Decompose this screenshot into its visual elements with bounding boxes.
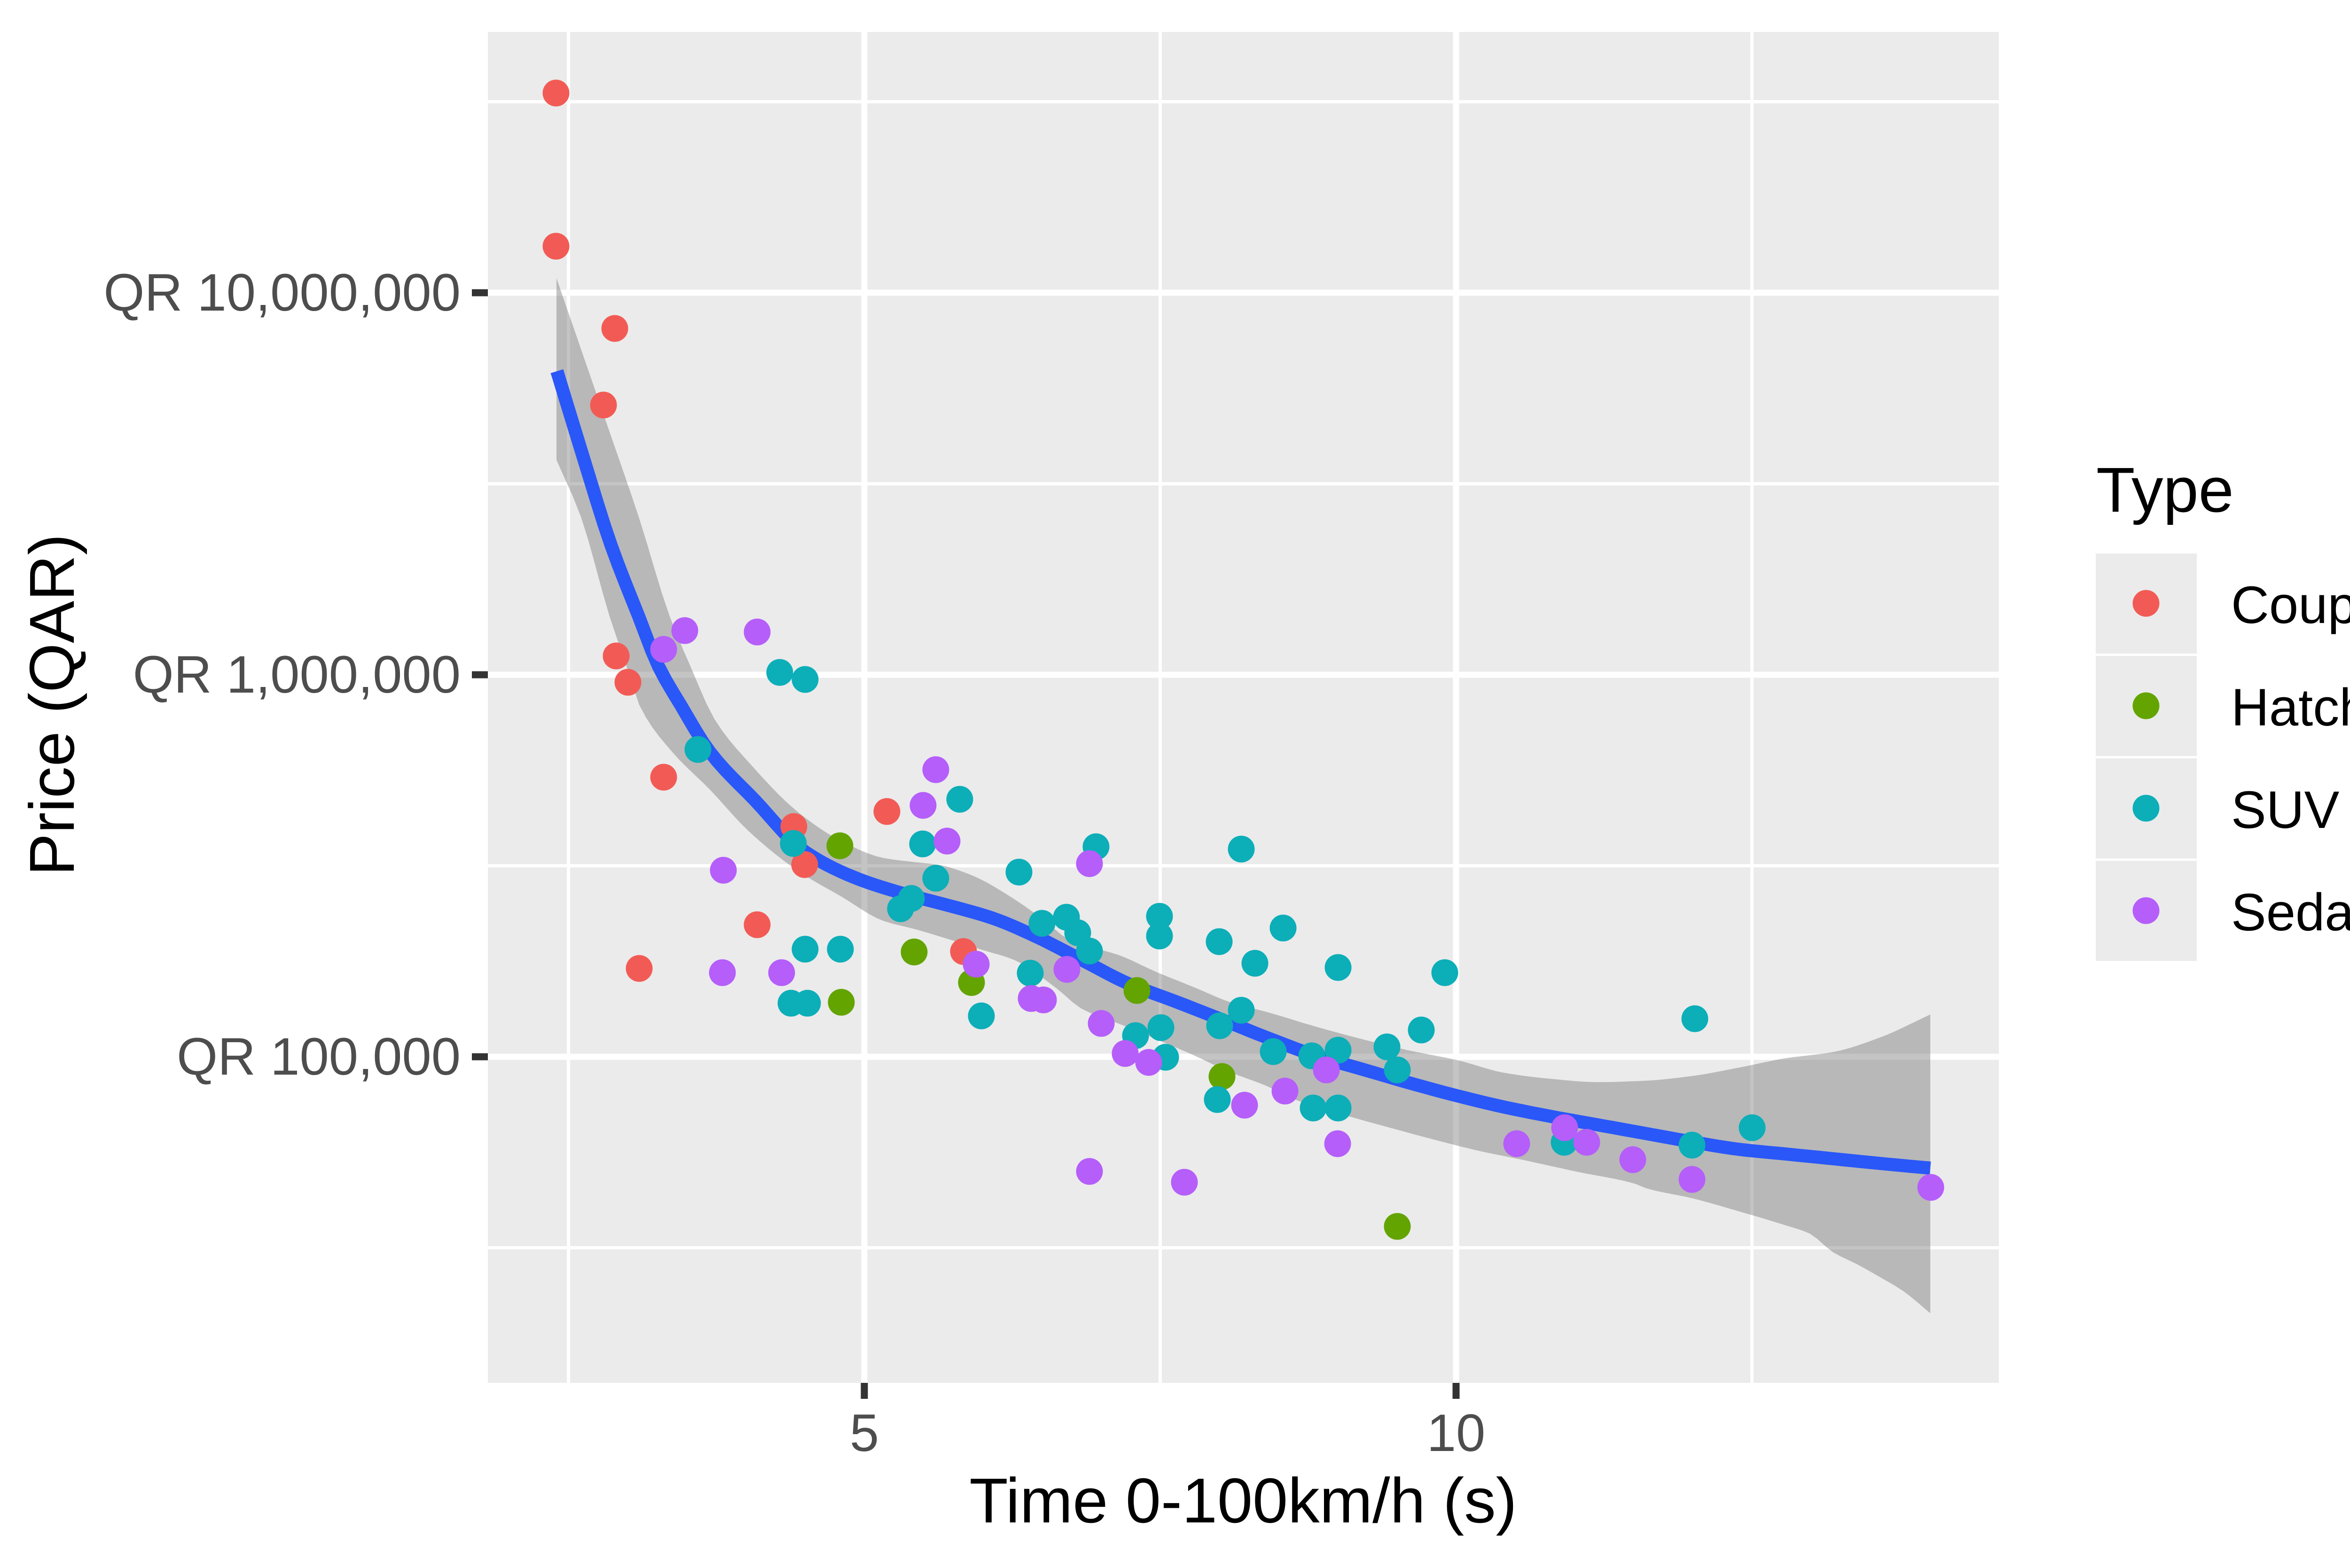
svg-text:Hatchback: Hatchback bbox=[2231, 678, 2350, 737]
svg-text:Coupe: Coupe bbox=[2231, 576, 2350, 634]
svg-text:Price (QAR): Price (QAR) bbox=[16, 534, 87, 876]
svg-text:QR 100,000: QR 100,000 bbox=[177, 1027, 461, 1086]
svg-text:Sedan: Sedan bbox=[2231, 883, 2350, 942]
svg-text:5: 5 bbox=[850, 1404, 879, 1462]
svg-text:10: 10 bbox=[1427, 1404, 1486, 1462]
svg-text:QR 10,000,000: QR 10,000,000 bbox=[103, 263, 461, 322]
svg-text:SUV: SUV bbox=[2231, 780, 2340, 839]
svg-text:Time 0-100km/h (s): Time 0-100km/h (s) bbox=[969, 1465, 1517, 1536]
svg-text:QR 1,000,000: QR 1,000,000 bbox=[133, 645, 461, 704]
svg-text:Type: Type bbox=[2096, 454, 2234, 525]
